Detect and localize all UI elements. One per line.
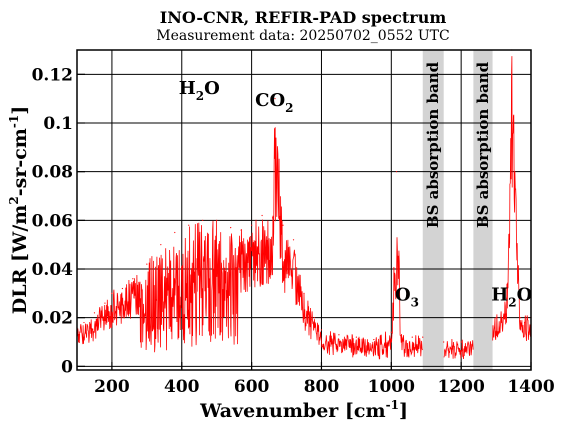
- spectrum-data-point: [271, 217, 274, 219]
- spectrum-data-point: [282, 224, 284, 226]
- x-tick-label: 600: [234, 377, 270, 397]
- spectrum-data-point: [240, 229, 242, 231]
- spectrum-data-point: [261, 214, 263, 217]
- y-tick-label: 0.04: [32, 260, 74, 280]
- absorption-band-2: [473, 50, 493, 370]
- axis-titles: Wavenumber [cm-1] DLR [W/m2-sr-cm-1]: [7, 106, 408, 422]
- spectrum-data-point: [216, 219, 218, 221]
- spectrum-data-point: [146, 263, 148, 265]
- spectrum-data-point: [174, 231, 176, 234]
- spectrum-data-point: [505, 297, 508, 299]
- spectrum-data-point: [303, 292, 305, 294]
- spectrum-data-point: [83, 321, 85, 324]
- molecule-annotation: H2O: [179, 78, 220, 103]
- spectrum-data-point: [390, 331, 392, 333]
- grid-layer: [77, 50, 532, 370]
- spectrum-data-point: [338, 334, 340, 336]
- spectrum-data-point: [292, 239, 295, 241]
- plot-frame: [76, 49, 532, 371]
- molecule-annotation: O3: [395, 285, 419, 310]
- absorption-band-label-2: BS absorption band: [474, 61, 492, 228]
- molecule-annotation: H2O: [491, 285, 532, 310]
- spectrum-series-line: [76, 56, 532, 360]
- spectrum-data-point: [422, 336, 424, 338]
- y-tick-label: 0.12: [32, 65, 73, 85]
- spectrum-data-point: [132, 278, 134, 280]
- chart-title: INO-CNR, REFIR-PAD spectrum: [160, 8, 447, 27]
- spectrum-data-point: [121, 287, 123, 290]
- annotations-layer: H2O CO2 O3 H2O: [179, 78, 533, 310]
- y-tick-label: 0.06: [32, 211, 73, 231]
- x-tick-label: 1000: [368, 377, 415, 397]
- x-tick-label: 1200: [437, 377, 484, 397]
- spectrum-data-point: [320, 329, 323, 331]
- spectrum-data-point: [313, 317, 316, 319]
- spectrum-data-point: [460, 341, 462, 343]
- spectrum-data-point: [401, 336, 403, 338]
- absorption-band-label-1: BS absorption band: [424, 61, 442, 228]
- spectrum-data-point: [495, 317, 497, 319]
- x-tick-label: 1400: [507, 377, 554, 397]
- absorption-band-1: [422, 50, 444, 370]
- y-tick-label: 0.08: [32, 163, 73, 183]
- spectrum-data-point: [519, 317, 522, 319]
- y-axis-title: DLR [W/m2-sr-cm-1]: [7, 106, 31, 314]
- spectrum-data-point: [251, 224, 253, 226]
- spectrum-data-point: [93, 312, 96, 314]
- y-tick-label: 0: [61, 357, 73, 377]
- series-layer: [76, 49, 532, 360]
- spectrum-data-point: [443, 341, 445, 343]
- spectrum-data-point: [188, 224, 190, 226]
- y-tick-label: 0.1: [43, 114, 73, 134]
- spectrum-data-point: [230, 227, 232, 229]
- y-tick-label: 0.02: [32, 309, 73, 329]
- spectrum-data-point: [160, 244, 162, 246]
- spectrum-data-point: [373, 338, 375, 341]
- spectrum-data-point: [104, 302, 106, 304]
- chart-subtitle: Measurement data: 20250702_0552 UTC: [156, 28, 449, 44]
- ticks-layer: 200 400 600 800 1000 1200 1400 0 0.02 0.04 0.06 0.0…: [32, 65, 555, 397]
- x-axis-title: Wavenumber [cm-1]: [199, 398, 408, 422]
- spectrum-data-point: [395, 171, 398, 173]
- bands-layer: BS absorption band BS absorption band: [422, 50, 493, 370]
- spectrum-data-point: [355, 336, 357, 338]
- spectrum-data-point: [411, 336, 413, 338]
- x-tick-label: 800: [304, 377, 340, 397]
- spectrum-data-point: [111, 292, 113, 294]
- molecule-annotation: CO2: [255, 90, 293, 115]
- spectrum-data-point: [274, 98, 276, 100]
- x-tick-label: 400: [164, 377, 200, 397]
- spectrum-data-point: [202, 219, 204, 221]
- x-tick-label: 200: [94, 377, 130, 397]
